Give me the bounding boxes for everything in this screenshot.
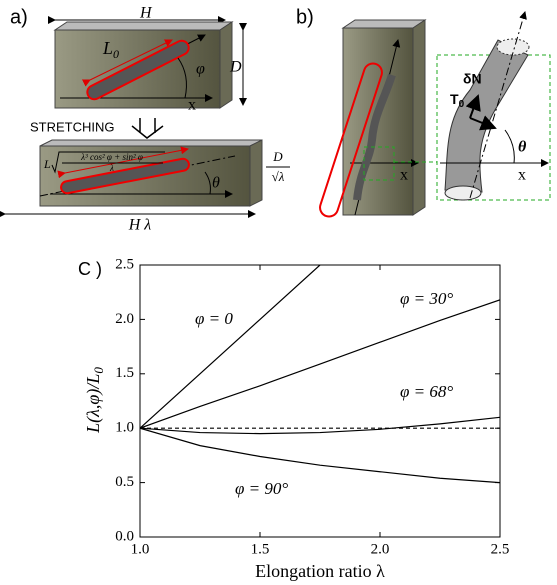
label: D [272,149,283,164]
series-label: φ = 0 [195,309,233,328]
panel-c: C ) Elongation ratio λ L(λ,φ)/L0 0.0 0.5 1… [78,256,509,581]
panel-a: a) H D x L0 φ STRETCHING L λ³ cos² φ + s… [0,5,290,234]
series-line [140,416,500,435]
label: δN [463,71,482,87]
label: D [229,59,242,76]
series-label: φ = 30° [400,289,453,308]
series-label: φ = 68° [400,382,453,401]
y-tick-label: 0.0 [115,528,134,544]
y-tick-label: 2.5 [115,256,134,272]
series-line [140,427,500,484]
label: x [188,97,196,114]
panel-label: b) [296,6,314,28]
label: L0 [102,38,119,61]
x-tick-label: 2.0 [371,541,390,557]
x-tick-label: 1.0 [131,541,150,557]
x-axis-title: Elongation ratio λ [255,561,385,581]
label: H [139,5,153,22]
y-tick-label: 0.5 [115,474,134,490]
y-tick-label: 2.0 [115,311,134,327]
panel-b: b) x δN T0 θ x [296,6,551,218]
label: λ³ cos² φ + sin² φ [80,152,143,162]
label: θ [212,175,220,192]
label: λ [109,163,114,173]
x-tick-label: 1.5 [251,541,270,557]
label: x [400,167,408,184]
series-line [140,265,321,429]
series-line [140,299,500,429]
label: x [518,167,526,184]
panel-label: a) [10,6,28,28]
label: L [43,157,51,171]
panel-label: C ) [78,259,102,279]
label: H λ [128,217,152,234]
series-label: φ = 90° [235,479,288,498]
y-tick-label: 1.0 [115,420,134,436]
label: φ [196,61,205,78]
label: T0 [450,91,465,110]
y-axis-title: L(λ,φ)/L0 [83,367,106,434]
label: √λ [272,169,285,184]
x-tick-label: 2.5 [491,541,510,557]
y-tick-label: 1.5 [115,365,134,381]
label: STRETCHING [30,119,115,134]
label: θ [518,139,527,156]
